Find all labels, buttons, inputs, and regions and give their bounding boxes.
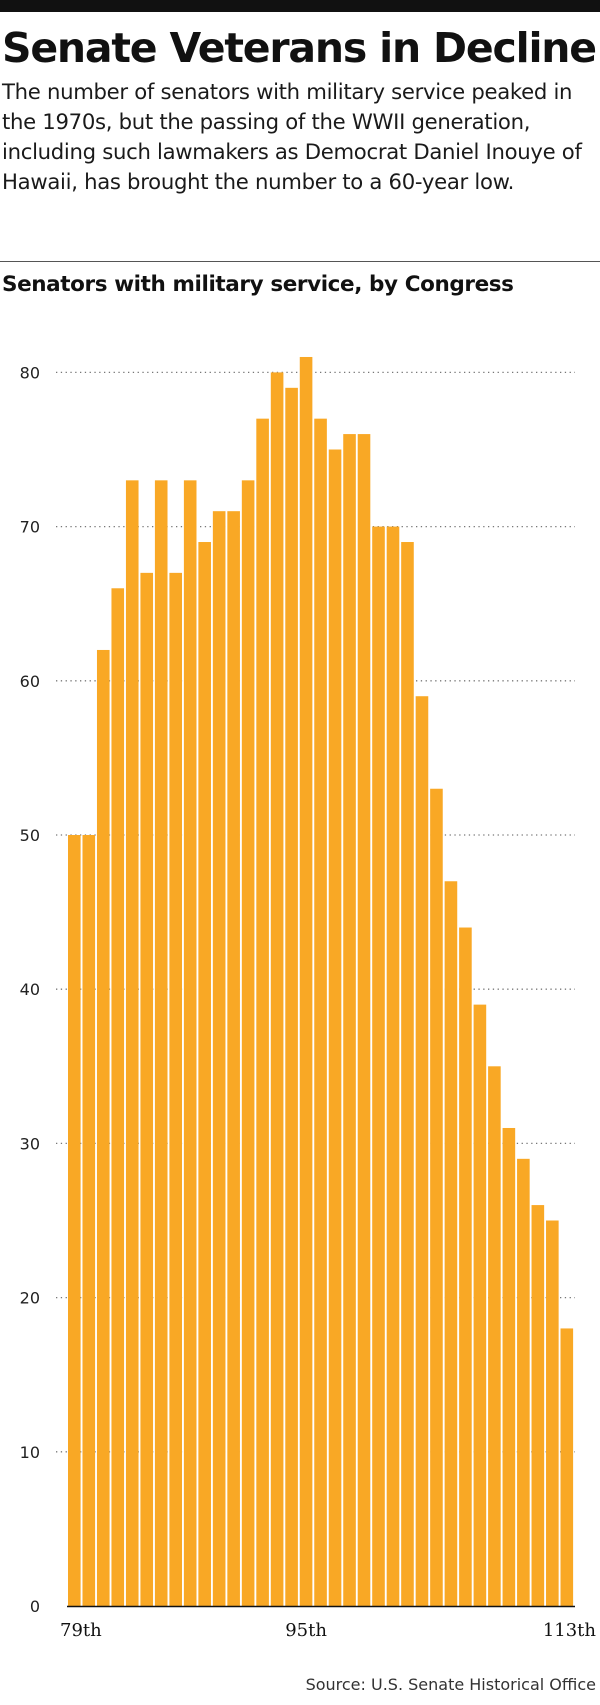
bar-104th [430,788,443,1606]
bar-110th [517,1158,530,1606]
bar-86th [169,572,182,1606]
x-tick-label-95th: 95th [285,1620,327,1641]
y-tick-label-50: 50 [20,826,40,845]
bar-101st [386,526,400,1606]
bar-88th [198,542,211,1606]
bar-99th [357,434,371,1607]
top-rule [0,0,600,12]
bar-85th [154,480,168,1607]
y-tick-label-20: 20 [20,1289,40,1308]
bar-82nd [111,588,125,1606]
bar-102nd [401,542,414,1606]
bar-91st [241,480,255,1607]
bar-84th [140,572,154,1606]
headline: Senate Veterans in Decline [2,24,597,72]
bar-107th [473,1004,487,1606]
bar-87th [183,480,197,1607]
y-tick-label-60: 60 [20,672,40,691]
y-tick-label-70: 70 [20,518,40,537]
bar-83rd [125,480,139,1607]
y-tick-label-30: 30 [20,1134,40,1153]
bar-112th [546,1220,559,1606]
bar-90th [227,511,240,1607]
bar-111th [531,1205,545,1606]
bar-93rd [270,372,284,1606]
bar-109th [502,1127,516,1606]
bar-108th [488,1066,501,1606]
bar-89th [212,511,226,1607]
section-divider [0,261,600,262]
x-tick-label-79th: 79th [60,1620,102,1641]
bar-100th [372,526,385,1606]
bar-113th [560,1328,574,1606]
dek: The number of senators with military ser… [2,79,582,194]
x-tick-label-113th: 113th [543,1620,597,1641]
chart-title: Senators with military service, by Congr… [2,272,514,297]
bar-106th [459,927,472,1606]
y-tick-label-0: 0 [30,1597,40,1616]
bar-103rd [415,696,429,1606]
bar-96th [314,418,327,1606]
bar-97th [328,449,342,1606]
bar-94th [285,387,298,1606]
bar-98th [343,434,356,1607]
bar-81st [96,649,110,1606]
bar-95th [299,356,313,1607]
y-tick-label-10: 10 [20,1443,40,1462]
source-note: Source: U.S. Senate Historical Office [305,1675,596,1694]
y-tick-label-40: 40 [20,980,40,999]
bars [68,356,574,1607]
axes: 0 10 20 30 40 50 60 70 80 79th 95th 113th [20,363,597,1641]
y-tick-label-80: 80 [20,363,40,382]
bar-92nd [256,418,269,1606]
bar-105th [444,881,458,1606]
bar-80th [82,835,96,1606]
bar-79th [68,835,81,1606]
